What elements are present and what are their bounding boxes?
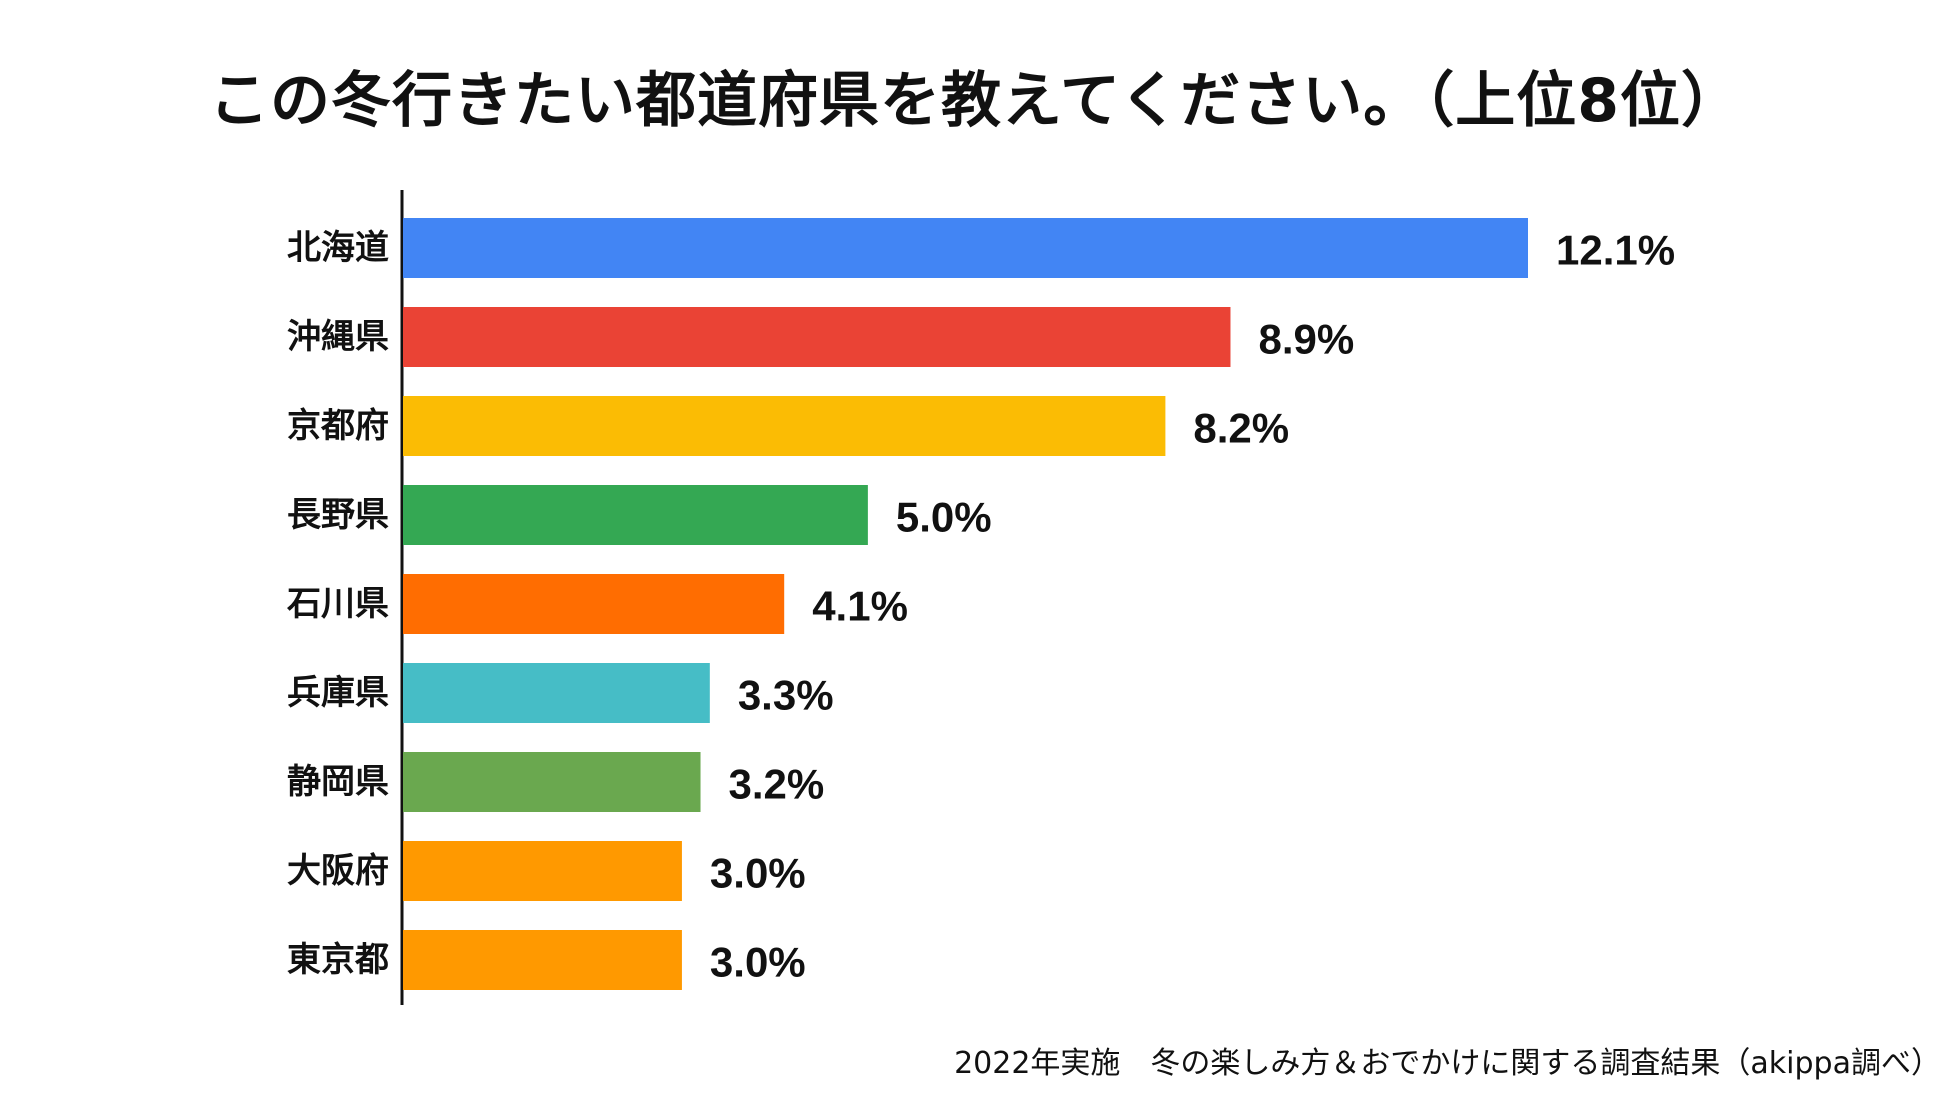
bar [403, 307, 1231, 367]
value-label: 5.0% [896, 494, 992, 541]
bar [403, 485, 868, 545]
bars-group: 北海道 12.1% 沖縄県 8.9% 京都府 8.2% 長野県 5.0% 石川県 4.1% 兵庫県 3… [286, 218, 1675, 990]
bar [403, 752, 701, 812]
value-label: 4.1% [812, 583, 908, 630]
value-label: 3.3% [738, 672, 834, 719]
category-label: 兵庫県 [287, 673, 389, 713]
category-label: 静岡県 [287, 762, 389, 802]
chart-title: この冬行きたい都道府県を教えてください。（上位8位） [209, 66, 1742, 136]
bar [403, 841, 682, 901]
value-label: 3.0% [710, 850, 806, 897]
value-label: 3.2% [729, 761, 825, 808]
category-label: 京都府 [287, 406, 389, 446]
value-label: 12.1% [1556, 227, 1675, 274]
category-label: 沖縄県 [287, 317, 389, 357]
value-label: 8.2% [1193, 405, 1289, 452]
category-label: 石川県 [286, 584, 389, 624]
value-label: 3.0% [710, 939, 806, 986]
source-note: 2022年実施 冬の楽しみ方＆おでかけに関する調査結果（akippa調べ） [954, 1046, 1941, 1081]
bar [403, 396, 1166, 456]
bar [403, 218, 1528, 278]
category-label: 北海道 [287, 228, 389, 268]
bar [403, 930, 682, 990]
category-label: 大阪府 [287, 851, 389, 891]
category-label: 長野県 [287, 495, 389, 535]
category-label: 東京都 [287, 940, 389, 980]
bar [403, 574, 785, 634]
value-label: 8.9% [1258, 316, 1354, 363]
bar [403, 663, 710, 723]
